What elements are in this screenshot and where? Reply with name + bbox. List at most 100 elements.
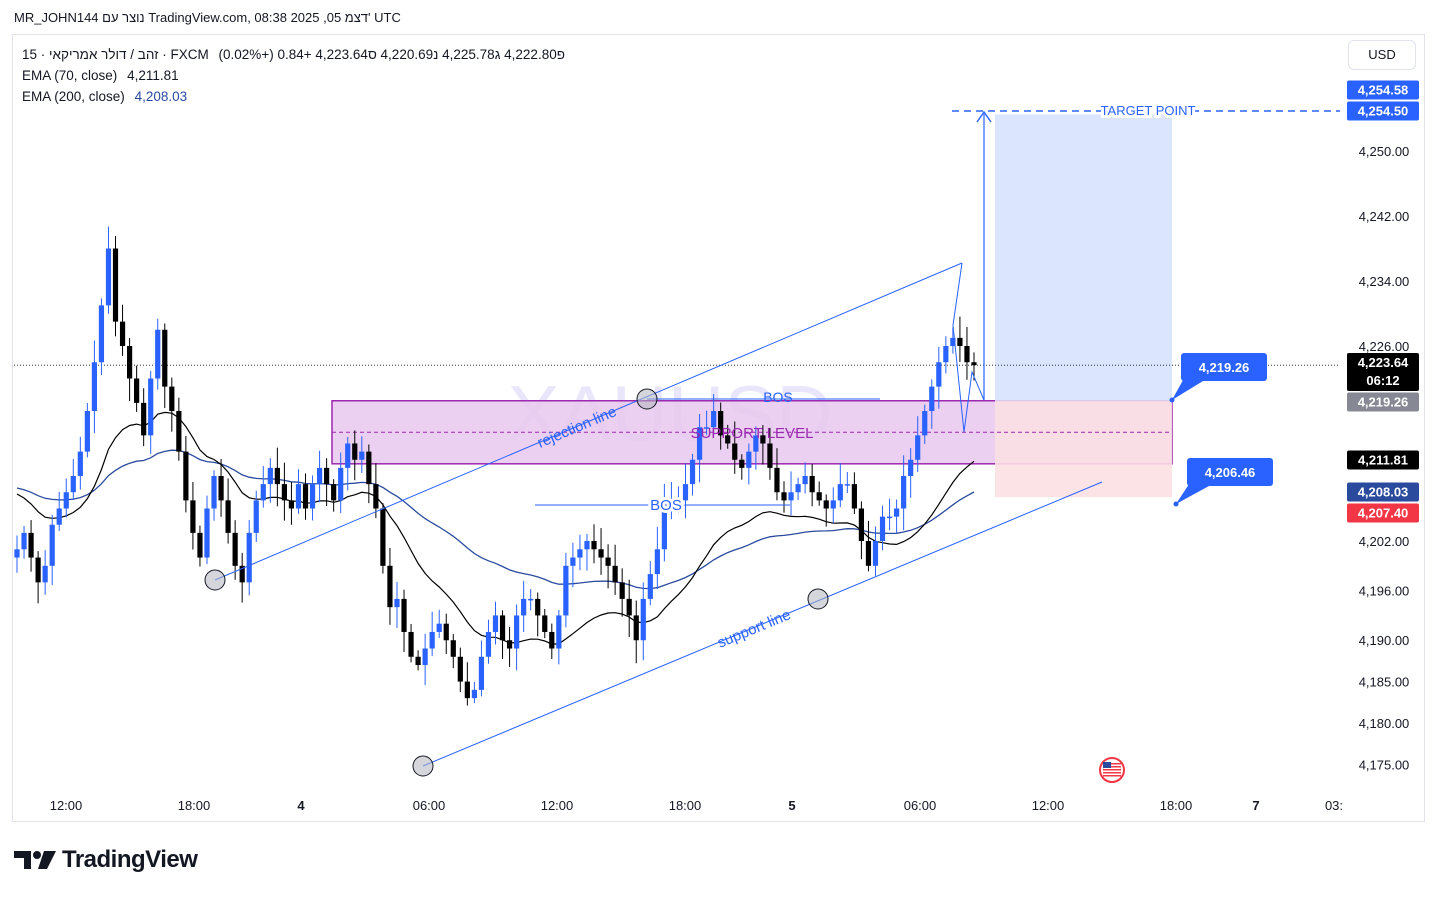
candle-body <box>211 476 217 509</box>
bos-label-bottom: BOS <box>650 497 682 514</box>
candle-body <box>415 656 421 666</box>
candle-body <box>739 459 745 468</box>
candle-body <box>225 500 231 533</box>
candle-body <box>56 508 62 525</box>
candle-body <box>63 492 69 509</box>
candle-body <box>380 508 386 566</box>
chart-legend: 15 · זהב / דולר אמריקאי · FXCM פ4,222.80… <box>22 44 565 107</box>
candle-body <box>711 411 717 428</box>
x-axis-tick-label: 18:00 <box>669 798 702 813</box>
ema70-label[interactable]: EMA (70, close) <box>22 68 118 83</box>
candle-body <box>668 500 675 502</box>
price-badge-text: 4,219.26 <box>1358 395 1409 410</box>
candle-body <box>239 565 245 583</box>
ema200-line[interactable] <box>16 449 975 590</box>
candle-body <box>823 500 829 509</box>
candle-body <box>42 565 48 583</box>
ema70-value: 4,211.81 <box>127 68 179 83</box>
candle-body <box>28 532 34 558</box>
y-axis-tick-label: 4,226.00 <box>1359 339 1410 354</box>
candle-body <box>901 476 907 509</box>
x-axis-tick-label: 18:00 <box>1160 798 1193 813</box>
candle-body <box>584 541 590 550</box>
candle-body <box>457 656 463 682</box>
x-axis-tick-label: 7 <box>1252 798 1259 813</box>
candle-body <box>373 484 379 509</box>
price-badge-bg <box>1347 482 1419 502</box>
candle-body <box>689 459 696 485</box>
price-projection-path[interactable] <box>952 262 985 433</box>
candle-body <box>91 362 98 411</box>
callout-box <box>1181 353 1267 381</box>
price-badge[interactable]: 4,254.58 <box>1347 80 1419 100</box>
candle-body <box>661 500 667 550</box>
candle-body <box>591 541 597 550</box>
price-badge[interactable]: 4,254.50 <box>1347 101 1419 121</box>
candle-body <box>70 476 76 493</box>
candle-body <box>316 467 323 485</box>
candle-body <box>274 467 280 485</box>
candle-body <box>640 598 646 641</box>
callout-4206[interactable]: 4,206.46 <box>1173 458 1274 507</box>
candle-body <box>535 598 541 616</box>
x-axis-tick-label: 18:00 <box>178 798 211 813</box>
chart-header-credit: MR_JOHN144 נוצר עם TradingView.com, 08:3… <box>14 10 401 25</box>
candle-body <box>879 516 886 541</box>
ema200-label[interactable]: EMA (200, close) <box>22 89 125 104</box>
currency-button[interactable]: USD <box>1348 40 1416 70</box>
candle-body <box>84 411 90 452</box>
candle-body <box>936 362 942 387</box>
callout-text: 4,219.26 <box>1199 360 1250 375</box>
candle-body <box>387 565 393 608</box>
price-badge-bg <box>1347 80 1419 100</box>
rejection-line[interactable] <box>214 262 963 581</box>
callout-4219[interactable]: 4,219.26 <box>1169 353 1268 403</box>
price-badge[interactable]: 4,223.64 06:12 <box>1347 353 1419 391</box>
candle-body <box>872 541 879 566</box>
flag-canton <box>1103 762 1111 768</box>
price-badge[interactable]: 4,208.03 <box>1347 482 1419 502</box>
price-badge[interactable]: 4,219.26 <box>1347 392 1419 412</box>
candle-body <box>528 598 534 601</box>
symbol-label[interactable]: 15 · זהב / דולר אמריקאי · FXCM <box>22 47 209 62</box>
candle-body <box>612 565 618 583</box>
swing-point-marker[interactable] <box>412 755 434 777</box>
price-badge[interactable]: 4,207.40 <box>1347 503 1419 523</box>
candle-body <box>183 451 189 501</box>
candle-body <box>105 248 112 306</box>
candle-body <box>288 500 295 509</box>
candle-body <box>837 484 843 501</box>
candle-body <box>499 615 506 641</box>
candle-body <box>134 378 140 403</box>
flag-stripe <box>1103 766 1121 768</box>
swing-point-marker[interactable] <box>636 388 658 410</box>
candle-body <box>971 362 977 366</box>
candle-body <box>148 378 154 436</box>
tradingview-logo[interactable]: TradingView <box>14 846 198 874</box>
candle-body <box>865 541 872 566</box>
price-badge-text: 4,211.81 <box>1358 453 1408 468</box>
candle-body <box>197 532 203 558</box>
candle-body <box>929 386 935 411</box>
swing-point-marker[interactable] <box>807 588 829 610</box>
support-level-label: SUPPORT LEVEL <box>691 425 814 442</box>
x-axis-tick-label: 4 <box>297 798 305 813</box>
callout-anchor <box>1169 397 1175 403</box>
candle-body <box>506 640 513 649</box>
target-area[interactable] <box>995 114 1172 401</box>
candle-body <box>204 508 210 558</box>
candle-body <box>626 598 632 616</box>
y-axis-tick-label: 4,175.00 <box>1359 757 1410 772</box>
swing-point-marker[interactable] <box>204 569 226 591</box>
candle-body <box>324 467 330 485</box>
stop-area[interactable] <box>995 400 1172 498</box>
price-badge[interactable]: 4,211.81 <box>1347 450 1419 470</box>
support-line[interactable] <box>422 481 1103 767</box>
candle-body <box>950 337 956 346</box>
candle-body <box>788 492 794 501</box>
us-event-marker[interactable] <box>1099 757 1125 783</box>
candle-body <box>844 484 850 486</box>
callout-text: 4,206.46 <box>1205 465 1256 480</box>
candle-body <box>77 451 83 476</box>
